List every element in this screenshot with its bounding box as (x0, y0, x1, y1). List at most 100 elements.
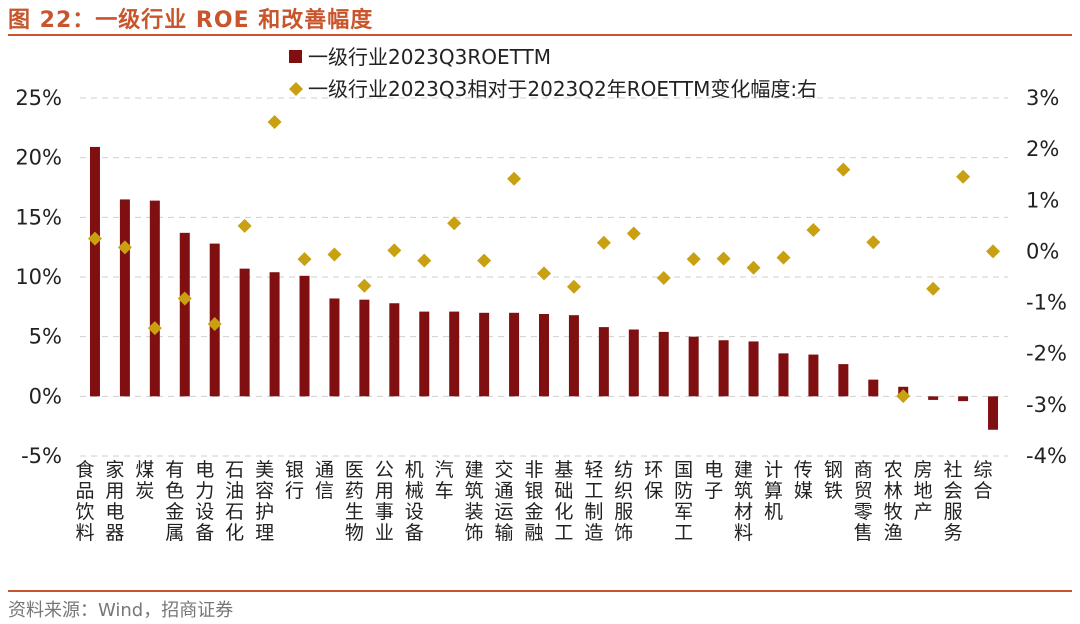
bar (958, 396, 969, 402)
bar (149, 200, 160, 397)
right-axis-tick-label: -1% (1026, 291, 1067, 315)
bar (988, 396, 999, 430)
scatter-point (147, 321, 162, 336)
left-axis-tick-label: -5% (21, 444, 62, 468)
bar (688, 336, 699, 397)
scatter-point (327, 247, 342, 262)
right-axis-tick-label: 0% (1026, 239, 1059, 263)
bar (179, 232, 190, 397)
scatter-point (447, 216, 462, 231)
category-label: 建筑材料 (734, 459, 753, 544)
category-label: 商贸零售 (854, 459, 873, 544)
category-label: 建筑装饰 (465, 459, 484, 544)
category-label: 综合 (974, 459, 993, 502)
bar (658, 331, 669, 397)
bar (568, 315, 579, 397)
right-axis-tick-label: 3% (1026, 86, 1059, 110)
scatter-point (357, 278, 372, 293)
legend-swatch-diamond (289, 82, 303, 96)
category-label: 食品饮料 (75, 459, 94, 544)
category-label: 汽车 (435, 459, 454, 502)
scatter-point (237, 218, 252, 233)
category-label: 钢铁 (824, 459, 843, 502)
category-label: 公用事业 (375, 459, 394, 544)
bar (718, 340, 729, 397)
scatter-point (746, 260, 761, 275)
bar (299, 275, 310, 397)
right-axis-tick-label: 2% (1026, 137, 1059, 161)
category-label: 交通运输 (495, 459, 514, 544)
source-note: 资料来源：Wind，招商证券 (8, 600, 234, 621)
category-label: 家用电器 (105, 459, 124, 544)
scatter-point (177, 291, 192, 306)
bar (119, 199, 130, 397)
source-divider (8, 590, 1072, 592)
scatter-point (387, 243, 402, 258)
scatter-point (507, 171, 522, 186)
legend-swatch-bar (289, 50, 302, 63)
bar (269, 272, 280, 397)
category-label: 石油石化 (225, 459, 244, 544)
legend-label-scatter: 一级行业2023Q3相对于2023Q2年ROETTM变化幅度:右 (308, 77, 817, 101)
bar (419, 311, 430, 397)
category-label: 房地产 (914, 459, 933, 523)
left-axis-tick-label: 15% (15, 205, 62, 229)
scatter-point (866, 235, 881, 250)
bar (539, 313, 549, 397)
scatter-point (626, 226, 641, 241)
bar (449, 311, 460, 397)
scatter-point (806, 222, 821, 237)
category-label: 轻工制造 (584, 459, 603, 544)
scatter-point (537, 266, 551, 281)
scatter-point (896, 389, 911, 404)
bar (239, 268, 250, 397)
scatter-point (686, 252, 701, 267)
category-label: 农林牧渔 (884, 459, 903, 544)
bar (389, 303, 400, 397)
left-axis-tick-label: 5% (29, 325, 62, 349)
scatter-point (596, 235, 611, 250)
category-label: 计算机 (764, 459, 783, 523)
title-underline (8, 34, 1072, 36)
left-axis-tick-label: 25% (15, 86, 62, 110)
category-label: 煤炭 (135, 459, 154, 502)
scatter-point (267, 115, 282, 130)
bar (778, 353, 789, 397)
category-label: 银行 (285, 459, 304, 502)
scatter-point (297, 252, 312, 267)
scatter-point (566, 279, 581, 294)
scatter-point (836, 162, 851, 177)
category-label: 传媒 (794, 459, 813, 502)
category-label: 通信 (315, 459, 334, 502)
category-label: 国防军工 (674, 459, 693, 544)
category-label: 医药生物 (345, 459, 364, 544)
category-label: 环保 (644, 459, 663, 502)
scatter-point (926, 281, 941, 296)
bar (359, 299, 370, 397)
bar (928, 396, 939, 400)
right-axis-tick-label: -4% (1026, 444, 1067, 468)
category-label: 机械设备 (405, 459, 424, 544)
left-axis-tick-label: 20% (15, 146, 62, 170)
left-axis-tick-label: 10% (15, 265, 62, 289)
category-label: 社会服务 (944, 459, 963, 544)
bar (479, 312, 490, 397)
bar (329, 298, 340, 397)
scatter-point (207, 317, 222, 332)
scatter-point (117, 240, 132, 255)
category-label: 美容护理 (255, 459, 274, 544)
bar (628, 329, 639, 397)
bar (89, 146, 100, 397)
category-label: 电力设备 (195, 459, 214, 544)
scatter-point (776, 250, 791, 265)
scatter-point (986, 244, 1001, 259)
bar (748, 341, 759, 397)
bar (838, 364, 849, 397)
bar (509, 312, 520, 397)
bar (868, 379, 879, 397)
right-axis-tick-label: 1% (1026, 188, 1059, 212)
category-label: 基础化工 (554, 459, 573, 544)
legend-label-bar: 一级行业2023Q3ROETTM (308, 45, 551, 69)
left-axis-tick-label: 0% (29, 384, 62, 408)
